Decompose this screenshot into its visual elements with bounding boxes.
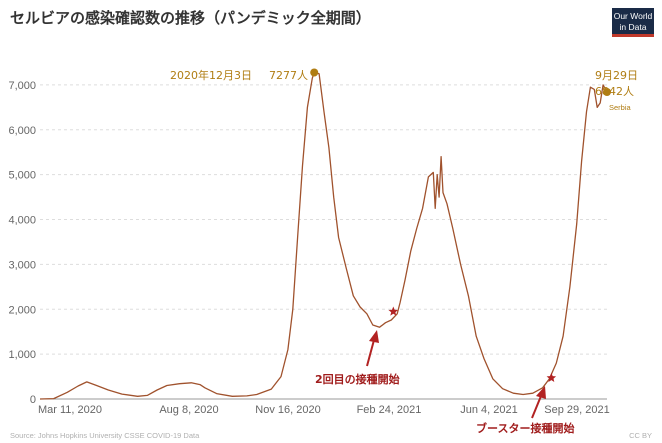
booster-arrow-shaft — [531, 395, 542, 419]
y-axis-tick-labels: 0 1,000 2,000 3,000 4,000 5,000 6,000 7,000 — [8, 80, 36, 406]
source-note[interactable]: Source: Johns Hopkins University CSSE CO… — [10, 431, 200, 440]
y-gridlines — [40, 84, 610, 355]
second-dose-arrow-shaft — [366, 339, 375, 367]
x-tick-label: Sep 29, 2021 — [544, 404, 609, 416]
series-line-serbia[interactable] — [39, 71, 608, 400]
x-tick-label: Aug 8, 2020 — [159, 404, 218, 416]
y-tick-label: 1,000 — [8, 349, 36, 361]
booster-star-icon — [546, 372, 557, 382]
peak-value-label: 7277人 — [269, 69, 308, 82]
booster-label: ブースター接種開始 — [476, 421, 574, 435]
y-tick-label: 0 — [30, 394, 36, 406]
latest-date-label: 9月29日 — [595, 69, 638, 82]
booster-arrow-head — [536, 386, 546, 399]
chart-title: セルビアの感染確認数の推移（パンデミック全期間） — [10, 9, 371, 27]
y-tick-label: 5,000 — [8, 170, 36, 182]
owid-logo-line2: in Data — [620, 22, 647, 32]
second-dose-star-icon — [388, 306, 398, 316]
latest-value-label: 6842人 — [595, 85, 634, 98]
y-tick-label: 4,000 — [8, 215, 36, 227]
y-tick-label: 3,000 — [8, 259, 36, 271]
y-tick-label: 7,000 — [8, 80, 36, 92]
x-axis-tick-labels: Mar 11, 2020 Aug 8, 2020 Nov 16, 2020 Feb 2… — [38, 404, 610, 416]
series-label-serbia: Serbia — [609, 103, 632, 112]
y-tick-label: 6,000 — [8, 125, 36, 137]
x-tick-label: Feb 24, 2021 — [357, 404, 422, 416]
second-dose-label: 2回目の接種開始 — [315, 372, 400, 386]
owid-logo-accent-bar — [612, 34, 654, 37]
owid-logo-background — [612, 8, 654, 34]
peak-marker[interactable] — [310, 68, 319, 77]
second-dose-arrow-head — [369, 330, 379, 343]
x-tick-label: Jun 4, 2021 — [460, 404, 518, 416]
license-note[interactable]: CC BY — [629, 431, 652, 440]
y-tick-label: 2,000 — [8, 304, 36, 316]
owid-logo-line1: Our World — [614, 11, 653, 21]
x-tick-label: Mar 11, 2020 — [38, 404, 102, 416]
owid-logo[interactable]: Our World in Data — [612, 8, 654, 37]
peak-date-label: 2020年12月3日 — [170, 68, 252, 82]
x-tick-label: Nov 16, 2020 — [255, 404, 320, 416]
latest-marker[interactable] — [603, 88, 611, 97]
